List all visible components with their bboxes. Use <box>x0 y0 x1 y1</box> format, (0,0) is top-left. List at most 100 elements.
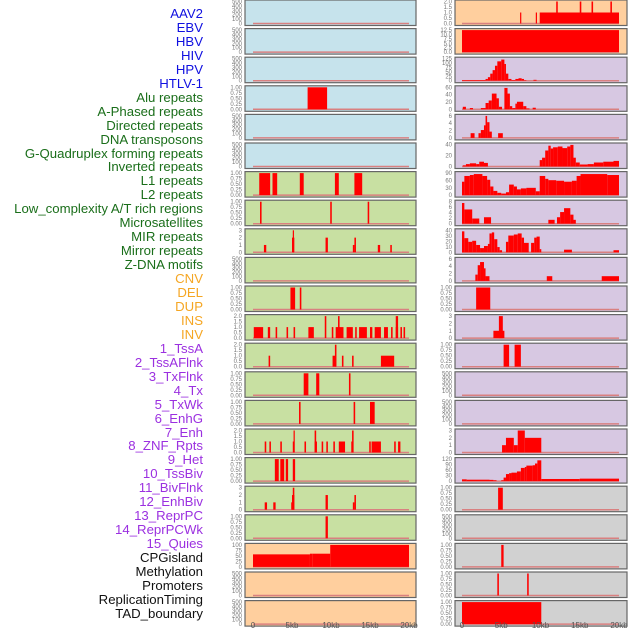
y-tick-label: 40 <box>445 93 452 99</box>
track-bar <box>537 460 542 482</box>
y-tick-label: 1 <box>239 243 243 249</box>
track-bar <box>489 131 492 138</box>
track-bar <box>550 148 554 167</box>
y-tick-label: 400 <box>232 118 243 124</box>
track-bar <box>316 373 320 396</box>
track-bar <box>579 1 582 24</box>
y-tick-label: 75 <box>235 548 242 554</box>
y-tick-label: 4 <box>449 264 453 270</box>
y-tick-label: 20 <box>445 239 452 245</box>
track-label: HPV <box>175 61 203 77</box>
y-tick-label: 20 <box>445 154 452 160</box>
panel-background <box>244 314 417 341</box>
track-label: 12_EnhBiv <box>139 494 203 510</box>
track-bar <box>532 465 536 482</box>
track-bar <box>321 441 324 453</box>
track-panel: 0.000.250.500.751.00 <box>230 85 417 113</box>
track-bar <box>579 478 619 482</box>
track-bar <box>515 78 519 81</box>
track-bar <box>462 202 465 224</box>
y-tick-label: 100 <box>232 46 243 52</box>
track-bar <box>462 479 467 482</box>
y-tick-label: 200 <box>232 156 243 162</box>
track-bar <box>497 573 499 596</box>
y-tick-label: 0 <box>449 193 453 199</box>
panel-background <box>244 514 417 541</box>
track-bar <box>307 87 328 110</box>
track-panel: 0.02.55.07.510.012.5 <box>440 28 628 56</box>
y-tick-label: 3 <box>449 429 453 435</box>
y-tick-label: 500 <box>232 600 243 606</box>
y-tick-label: 2 <box>449 129 453 135</box>
y-tick-label: 90 <box>445 463 452 469</box>
track-bar <box>515 103 517 110</box>
y-tick-label: 1.00 <box>230 200 242 206</box>
track-bar <box>610 1 612 24</box>
track-label: HTLV-1 <box>159 75 203 91</box>
panel-background <box>244 485 417 513</box>
y-tick-label: 0.50 <box>230 182 242 188</box>
track-bar <box>498 316 503 339</box>
track-bar <box>535 191 540 196</box>
track-bar <box>341 355 344 367</box>
track-bar <box>505 474 510 482</box>
y-tick-label: 0.25 <box>230 302 242 308</box>
y-tick-label: 1.00 <box>230 514 242 520</box>
y-tick-label: 7.5 <box>444 37 453 43</box>
y-tick-label: 20 <box>445 100 452 106</box>
track-bar <box>469 108 473 110</box>
y-tick-label: 0 <box>449 136 453 142</box>
y-tick-label: 500 <box>232 0 243 6</box>
y-tick-label: 0 <box>449 279 453 285</box>
y-tick-label: 100 <box>442 532 453 538</box>
track-bar <box>462 165 466 167</box>
y-tick-label: 300 <box>442 523 453 529</box>
track-panel: 02 46 <box>449 256 628 285</box>
y-tick-label: 1.0 <box>234 354 243 360</box>
y-tick-label: 1 <box>449 329 453 335</box>
y-tick-label: 40 <box>445 228 452 234</box>
y-tick-label: 60 <box>445 85 452 91</box>
panel-background <box>454 371 628 398</box>
track-bar <box>259 173 271 196</box>
track-label: L2 repeats <box>140 187 203 203</box>
y-tick-label: 0.0 <box>444 22 453 28</box>
track-bar <box>466 479 490 482</box>
track-bar <box>325 237 328 253</box>
track-label: 9_Het <box>167 452 203 468</box>
panel-background <box>244 571 417 599</box>
track-bar <box>491 93 497 110</box>
track-bar <box>496 98 499 110</box>
y-tick-label: 500 <box>442 400 453 406</box>
track-bar <box>290 287 296 310</box>
y-tick-label: 50 <box>445 70 452 76</box>
track-bar <box>338 316 340 339</box>
track-label: 11_BivFlnk <box>138 480 203 496</box>
y-tick-label: 0.25 <box>230 474 242 480</box>
track-panel: 0.000.250.500.751.00 <box>440 285 628 314</box>
y-tick-label: 200 <box>232 70 243 76</box>
track-bar <box>476 287 491 310</box>
track-bar <box>490 73 493 81</box>
track-bar <box>483 217 492 224</box>
y-tick-label: 25 <box>445 74 452 80</box>
panel-background <box>244 371 417 398</box>
track-bar <box>501 480 504 482</box>
track-bar <box>497 192 502 196</box>
track-bar <box>359 327 367 339</box>
track-bar <box>526 465 533 482</box>
y-tick-label: 4 <box>449 211 453 217</box>
y-tick-label: 300 <box>232 580 243 586</box>
track-bar <box>545 150 549 167</box>
y-tick-label: 120 <box>442 457 453 463</box>
track-label: Inverted repeats <box>107 159 203 175</box>
track-bar <box>580 174 608 196</box>
track-panel: 0.00.51.01.52.0 <box>234 314 417 342</box>
track-label: 3_TxFlnk <box>148 368 203 384</box>
y-tick-label: 500 <box>442 371 453 377</box>
track-labels: AAV2 EBV HBV HIV HPV HTLV-1 Alu repeats A-Phase… <box>0 0 203 630</box>
